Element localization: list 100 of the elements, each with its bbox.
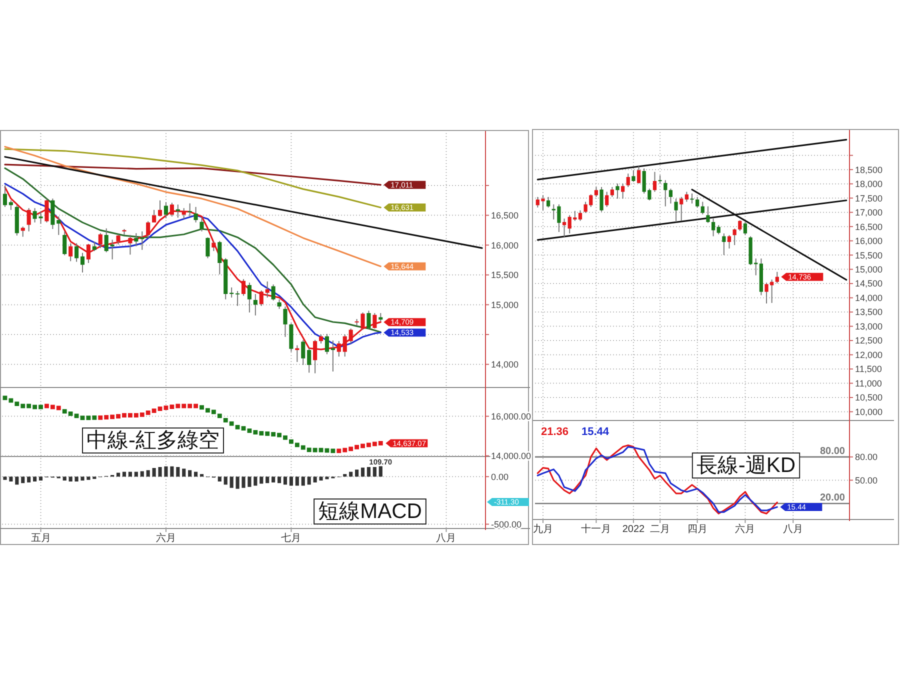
candlestick bbox=[86, 243, 90, 264]
candlestick bbox=[56, 216, 61, 236]
candlestick bbox=[716, 224, 720, 235]
candlestick bbox=[206, 236, 210, 259]
y-tick-label: 14,000 bbox=[855, 292, 883, 303]
ref-line-label: 20.00 bbox=[820, 492, 846, 504]
bar bbox=[277, 476, 282, 484]
bar bbox=[343, 474, 347, 477]
y-tick-label: 16,500 bbox=[855, 222, 883, 232]
candlestick bbox=[696, 196, 700, 208]
candlestick bbox=[578, 210, 582, 222]
bar bbox=[68, 476, 72, 482]
y-tick-label: 0.00 bbox=[491, 472, 509, 482]
candlestick bbox=[743, 222, 748, 236]
y-tick-label: 15,500 bbox=[855, 250, 883, 260]
x-tick-label: 七月 bbox=[281, 532, 302, 544]
x-tick-label: 九月 bbox=[532, 523, 553, 535]
bar bbox=[319, 476, 323, 481]
candlestick bbox=[20, 226, 25, 238]
bar bbox=[378, 466, 382, 477]
bar bbox=[372, 467, 376, 477]
y-tick-label: 18,500 bbox=[855, 164, 883, 175]
y-tick-label: 18,000 bbox=[855, 179, 883, 190]
candlestick bbox=[680, 196, 684, 222]
x-tick-label: 八月 bbox=[783, 524, 804, 535]
candlestick bbox=[236, 290, 240, 306]
ref-line-label: 80.00 bbox=[820, 446, 846, 457]
bar bbox=[349, 472, 353, 477]
candlestick bbox=[265, 280, 270, 298]
bar bbox=[170, 466, 174, 477]
candlestick bbox=[188, 202, 192, 217]
candlestick bbox=[690, 193, 694, 204]
bar bbox=[86, 476, 90, 480]
y-tick-label: 17,000 bbox=[855, 208, 883, 218]
x-tick-label: 八月 bbox=[436, 533, 456, 544]
y-tick-label: 11,500 bbox=[855, 364, 882, 374]
bar bbox=[176, 467, 180, 477]
candlestick bbox=[348, 328, 353, 344]
candlestick bbox=[616, 183, 620, 200]
candlestick bbox=[621, 183, 625, 200]
candlestick bbox=[158, 200, 162, 217]
line-series bbox=[4, 148, 382, 208]
y-tick-label: 15,500 bbox=[491, 270, 519, 280]
y-tick-label: 16,000.00 bbox=[491, 411, 532, 422]
bar bbox=[80, 476, 84, 481]
candlestick bbox=[600, 186, 604, 212]
y-tick-label: 80.00 bbox=[855, 452, 878, 462]
candlestick bbox=[610, 186, 614, 198]
candlestick bbox=[372, 312, 377, 330]
candlestick bbox=[98, 232, 102, 249]
line-series bbox=[4, 167, 382, 333]
candlestick bbox=[626, 173, 630, 188]
x-tick-label: 十一月 bbox=[581, 523, 612, 535]
x-tick-label: 2022 bbox=[622, 524, 646, 535]
x-tick-label: 六月 bbox=[156, 532, 176, 544]
y-tick-label: 15,000 bbox=[855, 264, 883, 275]
y-tick-label: 12,000 bbox=[855, 350, 883, 360]
candlestick bbox=[2, 184, 8, 208]
bar bbox=[128, 472, 132, 477]
candlestick bbox=[241, 278, 246, 296]
candlestick bbox=[212, 241, 216, 252]
bar bbox=[74, 476, 78, 482]
candlestick bbox=[652, 171, 657, 192]
candlestick bbox=[301, 339, 306, 366]
candlestick bbox=[194, 206, 198, 223]
bar bbox=[33, 476, 37, 482]
annotation: 中線-紅多綠空 bbox=[86, 429, 220, 452]
candlestick bbox=[68, 242, 73, 262]
y-tick-label: 10,000 bbox=[855, 406, 883, 417]
text: 21.36 bbox=[541, 426, 569, 438]
bar bbox=[355, 470, 359, 477]
candlestick bbox=[324, 333, 330, 355]
bar bbox=[283, 476, 288, 485]
bar bbox=[194, 472, 198, 477]
y-tick-label: 13,000 bbox=[855, 321, 883, 332]
bar bbox=[224, 476, 228, 485]
x-tick-label: 六月 bbox=[735, 523, 756, 535]
candlestick bbox=[247, 282, 252, 313]
candlestick bbox=[562, 218, 566, 238]
bar bbox=[146, 470, 150, 477]
x-tick-label: 五月 bbox=[30, 533, 51, 544]
candlestick bbox=[283, 306, 288, 338]
candlestick bbox=[636, 166, 641, 184]
y-tick-label: 12,500 bbox=[855, 336, 883, 346]
candlestick bbox=[674, 198, 678, 223]
candlestick bbox=[110, 239, 114, 260]
candlestick bbox=[307, 348, 312, 374]
candlestick bbox=[594, 186, 598, 198]
candlestick bbox=[44, 198, 49, 223]
candlestick bbox=[668, 188, 673, 204]
bar bbox=[260, 476, 264, 484]
candlestick bbox=[253, 293, 258, 316]
y-tick-label: 15,000 bbox=[491, 300, 519, 310]
candlestick bbox=[200, 217, 204, 232]
candlestick bbox=[664, 180, 668, 207]
candlestick bbox=[271, 284, 276, 302]
line-series bbox=[4, 146, 382, 268]
x-tick-label: 二月 bbox=[650, 524, 670, 535]
candlestick bbox=[295, 344, 300, 362]
bar bbox=[188, 470, 192, 477]
